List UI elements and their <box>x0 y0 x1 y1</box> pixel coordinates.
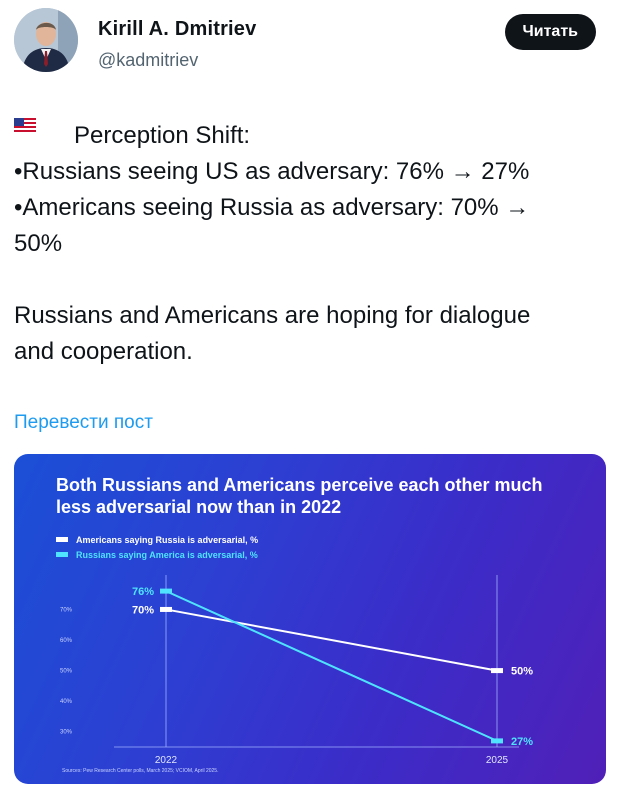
post-line-5: Russians and Americans are hoping for di… <box>14 302 531 329</box>
translate-post-link[interactable]: Перевести пост <box>14 412 153 433</box>
series-line-americans <box>165 608 498 672</box>
x-tick-label-2025: 2025 <box>486 755 509 766</box>
data-label-americans-2022: 70% <box>132 604 154 616</box>
post-line-3: •Americans seeing Russia as adversary: 7… <box>14 194 530 221</box>
post-line-2: •Russians seeing US as adversary: 76% → … <box>14 158 530 185</box>
data-label-russians-2022: 76% <box>132 586 154 598</box>
post-line-6: and cooperation. <box>14 338 193 365</box>
avatar[interactable] <box>14 8 78 72</box>
usa-flag-icon <box>14 118 66 144</box>
data-label-americans-2025: 50% <box>511 666 533 678</box>
chart-title: Both Russians and Americans perceive eac… <box>56 475 543 517</box>
y-tick-label-40: 40% <box>60 699 73 705</box>
chart-source: Sources: Pew Research Center polls, Marc… <box>62 768 219 774</box>
legend-label-americans: Americans saying Russia is adversarial, … <box>76 534 259 545</box>
chart-image[interactable]: Both Russians and Americans perceive eac… <box>14 454 606 784</box>
point-americans-2025 <box>491 668 503 674</box>
legend-swatch-americans <box>56 537 68 542</box>
author-name[interactable]: Kirill A. Dmitriev <box>98 18 257 40</box>
data-label-russians-2025: 27% <box>511 736 533 748</box>
post-line-4: 50% <box>14 230 63 257</box>
point-russians-2022 <box>160 588 172 594</box>
legend-label-russians: Russians saying America is adversarial, … <box>76 549 258 560</box>
post-text: Perception Shift: •Russians seeing US as… <box>14 118 604 370</box>
y-tick-label-30: 30% <box>60 730 73 736</box>
y-tick-label-70: 70% <box>60 607 73 613</box>
legend-swatch-russians <box>56 552 68 557</box>
point-americans-2022 <box>160 606 172 612</box>
series-line-russians <box>165 590 498 742</box>
post-header: Kirill A. Dmitriev @kadmitriev Читать <box>14 8 606 80</box>
chart-legend: Americans saying Russia is adversarial, … <box>56 532 258 562</box>
author-handle[interactable]: @kadmitriev <box>98 50 199 70</box>
line-chart: 2022 2025 70% 60% 50% 40% 30% 70% 50% 76% 27% <box>60 575 533 766</box>
follow-button[interactable]: Читать <box>504 14 596 50</box>
post-line-1: Perception Shift: <box>14 118 604 154</box>
y-tick-label-50: 50% <box>60 669 73 675</box>
blank-line <box>14 262 604 298</box>
x-tick-label-2022: 2022 <box>155 755 178 766</box>
post-heading: Perception Shift: <box>74 122 251 149</box>
point-russians-2025 <box>491 738 503 744</box>
avatar-portrait <box>14 8 78 72</box>
y-tick-label-60: 60% <box>60 638 73 644</box>
legend-item-americans: Americans saying Russia is adversarial, … <box>56 532 258 547</box>
legend-item-russians: Russians saying America is adversarial, … <box>56 547 258 562</box>
